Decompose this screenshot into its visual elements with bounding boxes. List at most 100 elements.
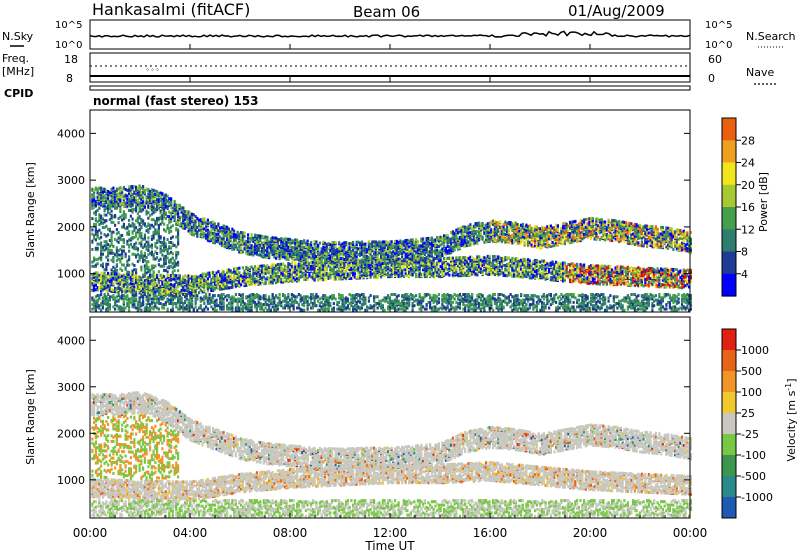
scatter-cell — [157, 229, 160, 233]
scatter-cell — [341, 252, 344, 256]
scatter-cell — [128, 203, 131, 207]
scatter-cell — [331, 245, 334, 249]
scatter-cell — [149, 195, 152, 199]
scatter-cell — [157, 224, 160, 227]
scatter-cell — [168, 218, 171, 222]
scatter-cell — [161, 276, 164, 280]
scatter-cell — [327, 242, 330, 245]
scatter-cell — [392, 303, 395, 307]
scatter-cell — [136, 303, 139, 307]
scatter-cell — [161, 219, 164, 223]
scatter-cell — [388, 248, 391, 252]
scatter-cell — [150, 297, 153, 301]
scatter-cell — [103, 302, 106, 305]
scatter-cell — [149, 305, 152, 309]
scatter-cell — [159, 245, 162, 248]
scatter-cell — [129, 224, 132, 228]
scatter-cell — [338, 305, 341, 309]
scatter-cell — [334, 297, 337, 301]
scatter-cell — [273, 299, 276, 303]
scatter-cell — [236, 297, 239, 301]
scatter-cell — [147, 198, 150, 202]
scatter-cell — [336, 307, 339, 311]
scatter-cell — [154, 201, 157, 205]
scatter-cell — [345, 298, 348, 302]
scatter-cell — [303, 266, 306, 270]
scatter-cell — [100, 231, 103, 235]
scatter-cell — [350, 304, 353, 308]
scatter-cell — [154, 244, 157, 248]
scatter-cell — [388, 258, 391, 262]
scatter-cell — [364, 258, 367, 262]
scatter-cell — [175, 222, 178, 226]
scatter-cell — [383, 266, 386, 270]
scatter-cell — [325, 248, 328, 252]
scatter-cell — [196, 308, 199, 312]
scatter-cell — [229, 274, 232, 278]
scatter-cell — [94, 217, 97, 221]
scatter-cell — [318, 297, 321, 301]
scatter-cell — [262, 245, 265, 249]
scatter-cell — [392, 293, 395, 296]
scatter-cell — [269, 302, 272, 305]
scatter-cell — [304, 241, 307, 245]
scatter-cell — [269, 308, 272, 312]
scatter-cell — [262, 308, 265, 312]
scatter-cell — [240, 294, 243, 298]
scatter-cell — [142, 208, 145, 212]
scatter-cell — [320, 278, 323, 282]
scatter-cell — [306, 242, 309, 246]
scatter-cell — [247, 305, 250, 309]
scatter-cell — [105, 286, 108, 290]
scatter-cell — [157, 203, 160, 207]
scatter-cell — [388, 240, 391, 244]
scatter-cell — [119, 206, 122, 210]
scatter-cell — [212, 275, 215, 279]
scatter-cell — [271, 305, 274, 309]
scatter-cell — [317, 308, 320, 312]
scatter-cell — [124, 193, 127, 197]
scatter-cell — [285, 304, 288, 308]
scatter-cell — [154, 274, 157, 278]
scatter-cell — [196, 294, 199, 298]
scatter-cell — [276, 274, 279, 278]
scatter-cell — [203, 295, 206, 299]
scatter-cell — [381, 308, 384, 312]
scatter-cell — [381, 264, 384, 268]
scatter-cell — [103, 187, 106, 191]
scatter-cell — [297, 262, 300, 266]
scatter-cell — [224, 227, 227, 231]
scatter-cell — [313, 248, 316, 252]
scatter-cell — [224, 295, 227, 299]
scatter-cell — [173, 259, 176, 263]
scatter-cell — [133, 293, 136, 296]
scatter-cell — [271, 246, 274, 250]
scatter-cell — [212, 294, 215, 298]
scatter-cell — [140, 265, 143, 269]
scatter-cell — [187, 213, 190, 217]
scatter-cell — [178, 216, 181, 220]
scatter-cell — [371, 240, 374, 244]
scatter-cell — [98, 256, 101, 260]
scatter-cell — [210, 280, 213, 284]
scatter-cell — [324, 273, 327, 277]
scatter-cell — [145, 284, 148, 288]
scatter-cell — [170, 264, 173, 268]
scatter-cell — [315, 269, 318, 273]
scatter-cell — [98, 223, 101, 227]
scatter-cell — [252, 299, 255, 303]
scatter-cell — [192, 225, 195, 229]
scatter-cell — [322, 240, 325, 244]
scatter-cell — [243, 278, 246, 282]
scatter-cell — [306, 239, 309, 243]
scatter-cell — [273, 238, 276, 242]
scatter-cell — [313, 300, 316, 304]
scatter-cell — [173, 264, 176, 268]
scatter-cell — [178, 274, 181, 278]
scatter-cell — [308, 303, 311, 307]
scatter-cell — [147, 228, 150, 231]
scatter-cell — [254, 271, 257, 275]
scatter-cell — [133, 228, 136, 232]
scatter-cell — [303, 239, 306, 243]
scatter-cell — [131, 252, 134, 256]
